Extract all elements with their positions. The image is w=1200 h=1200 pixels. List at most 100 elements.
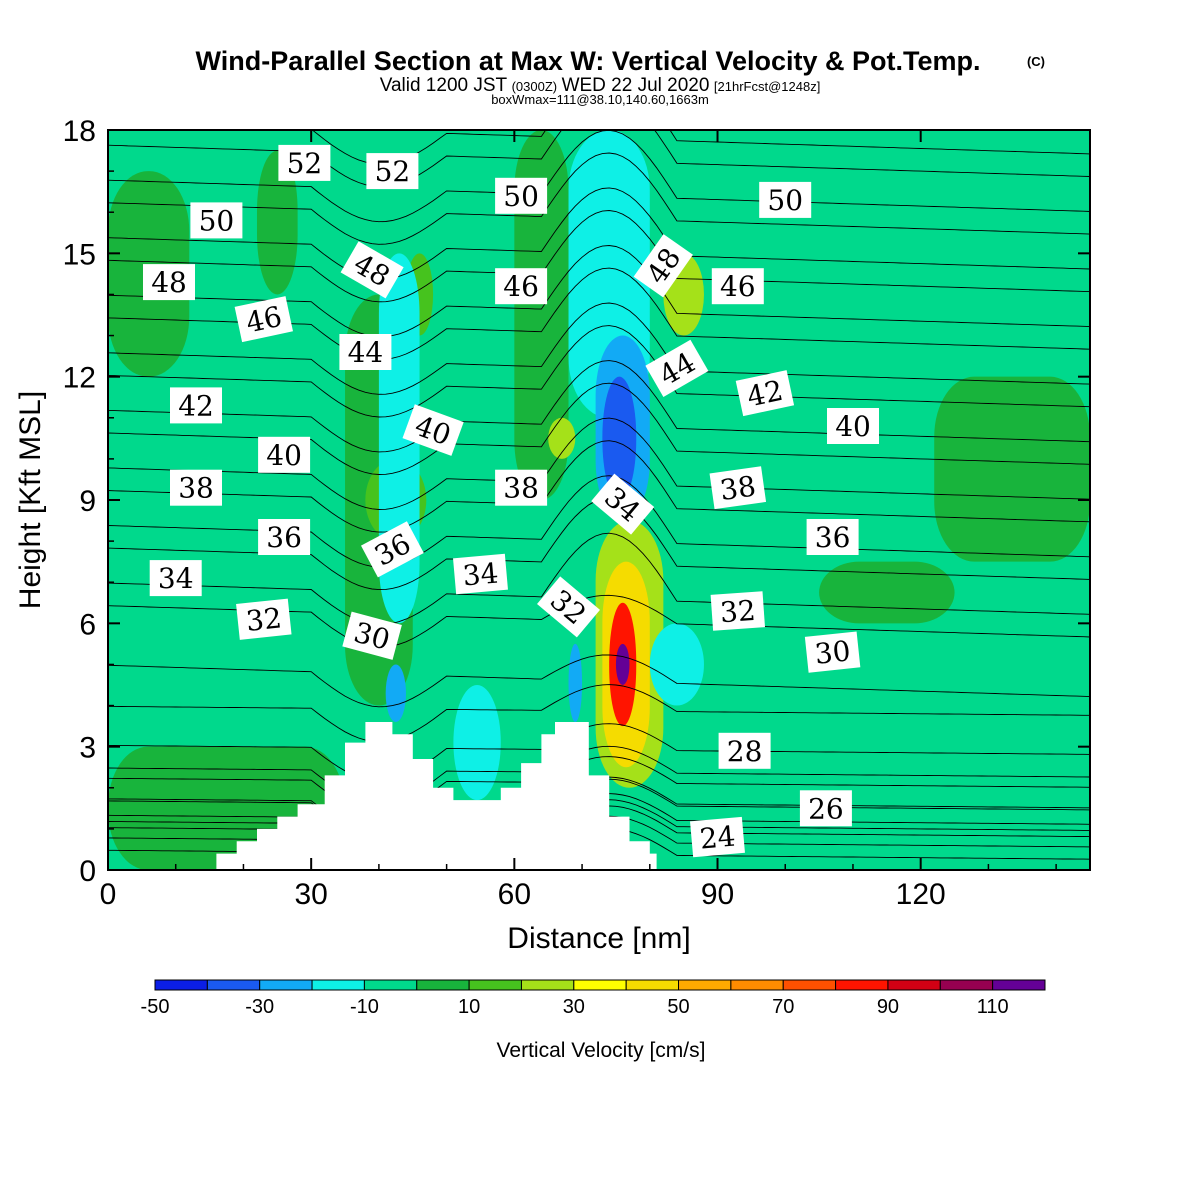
- isentrope-label: 46: [234, 296, 293, 343]
- isentrope-label: 50: [759, 181, 812, 218]
- isentrope-line: [108, 440, 1090, 533]
- isentrope-label: 42: [170, 387, 222, 424]
- colorbar-swatch: [154, 979, 208, 991]
- colorbar-swatch: [992, 979, 1046, 991]
- isentrope-label: 38: [170, 469, 222, 506]
- colorbar-tick-label: 90: [877, 996, 899, 1018]
- isentrope-label-text: 38: [718, 469, 758, 507]
- isentrope-label: 50: [190, 202, 243, 239]
- isentrope-label-box: [278, 144, 331, 181]
- x-tick-label: 120: [896, 878, 946, 911]
- y-tick-label: 12: [63, 362, 96, 395]
- isentrope-label-text: 36: [815, 521, 851, 554]
- isentrope-label-text: 52: [375, 155, 411, 188]
- forecast-info: [21hrFcst@1248z]: [714, 79, 820, 94]
- colorbar-swatch: [678, 979, 732, 991]
- y-tick-label: 15: [63, 238, 96, 271]
- colorbar-tick-label: 110: [977, 996, 1009, 1018]
- isentrope-label-text: 52: [287, 147, 323, 180]
- isentrope-label-text: 26: [808, 792, 844, 825]
- velocity-cell: [615, 643, 630, 685]
- colorbar-tick-label: -30: [245, 996, 274, 1018]
- velocity-cell: [602, 376, 637, 500]
- colorbar-tick-label: 30: [563, 996, 585, 1018]
- isentrope-label-box: [633, 234, 693, 298]
- isentrope-label: 46: [711, 268, 764, 305]
- isentrope-label-text: 38: [503, 472, 539, 505]
- isentrope-line: [108, 360, 1090, 453]
- colorbar-swatch: [363, 979, 418, 991]
- velocity-cell: [514, 130, 569, 500]
- isentrope-label: 32: [710, 591, 765, 631]
- isentrope-line: [108, 756, 1090, 815]
- isentrope-label: 50: [495, 177, 548, 214]
- colorbar-swatch: [468, 979, 522, 991]
- isentrope-label-box: [537, 576, 600, 638]
- isentrope-label-text: 40: [266, 439, 302, 472]
- valid-prefix: Valid 1200 JST: [380, 75, 508, 96]
- colorbar-swatch: [416, 979, 470, 991]
- box-info: boxWmax=111@38.10,140.60,1663m: [491, 92, 709, 107]
- isentrope-label: 52: [278, 144, 331, 181]
- isentrope-label-box: [495, 177, 548, 214]
- colorbar-swatch: [835, 979, 889, 991]
- isentrope-label-box: [402, 404, 464, 456]
- isentrope-label-box: [149, 560, 202, 597]
- colorbar-tick-label: -10: [350, 996, 379, 1018]
- isentrope-label-box: [258, 519, 311, 555]
- y-tick-label: 9: [79, 485, 96, 518]
- isentrope-label: 40: [258, 436, 311, 473]
- isentrope-label: 32: [236, 598, 292, 640]
- isentrope-line: [108, 654, 1090, 708]
- isentrope-label-text: 32: [719, 594, 757, 629]
- isentrope-line: [108, 417, 1090, 510]
- isentrope-label-text: 28: [727, 735, 763, 768]
- colorbar-swatch: [730, 979, 784, 991]
- isentrope-label: 46: [495, 268, 548, 305]
- y-tick-label: 0: [79, 855, 96, 888]
- isentrope-label-box: [806, 519, 859, 555]
- terrain: [108, 722, 1090, 870]
- isentrope-line: [108, 152, 1090, 245]
- isentrope-label: 38: [709, 466, 767, 510]
- colorbar-swatch: [782, 979, 837, 991]
- x-tick-label: 0: [100, 878, 117, 911]
- isentrope-label: 52: [366, 153, 419, 190]
- y-tick-label: 3: [79, 732, 96, 765]
- colorbar-swatch: [259, 979, 313, 991]
- isentrope-label: 24: [690, 816, 745, 858]
- velocity-cell: [649, 623, 704, 706]
- isentrope-label-text: 34: [158, 562, 194, 595]
- isentrope-label-text: 50: [503, 180, 539, 213]
- isentrope-label-box: [827, 408, 879, 444]
- velocity-cell: [819, 561, 955, 624]
- colorbar-tick-label: -50: [141, 996, 170, 1018]
- isentrope-label-box: [804, 631, 861, 673]
- isentrope-label: 30: [342, 611, 402, 660]
- isentrope-label-box: [236, 598, 292, 640]
- isentrope-line: [108, 532, 1090, 626]
- isentrope-label-text: 46: [503, 270, 539, 303]
- isentrope-label-box: [342, 611, 402, 660]
- velocity-cell: [548, 417, 576, 459]
- isentrope-label-box: [591, 473, 655, 535]
- isentrope-label-text: 48: [151, 266, 187, 299]
- colorbar-tick-label: 50: [667, 996, 689, 1018]
- isentrope-label-text: 50: [199, 204, 235, 237]
- valid-utc: (0300Z): [512, 79, 558, 94]
- velocity-cell: [453, 685, 501, 801]
- colorbar-tick-label: 70: [772, 996, 794, 1018]
- colorbar-swatch: [206, 979, 261, 991]
- isentrope-label: 42: [735, 370, 795, 417]
- isentrope-line: [108, 745, 1090, 804]
- isentrope-line: [108, 130, 1090, 223]
- isentrope-line: [108, 723, 1090, 782]
- isentrope-label-box: [718, 732, 771, 769]
- isentrope-label-box: [709, 466, 767, 510]
- isentrope-label-box: [759, 181, 812, 218]
- x-axis-label: Distance [nm]: [507, 922, 690, 955]
- isentrope-label-text: 34: [461, 557, 499, 593]
- isentrope-label: 40: [827, 408, 879, 444]
- y-axis-label: Height [Kft MSL]: [14, 391, 47, 609]
- isentrope-label: 38: [495, 469, 548, 506]
